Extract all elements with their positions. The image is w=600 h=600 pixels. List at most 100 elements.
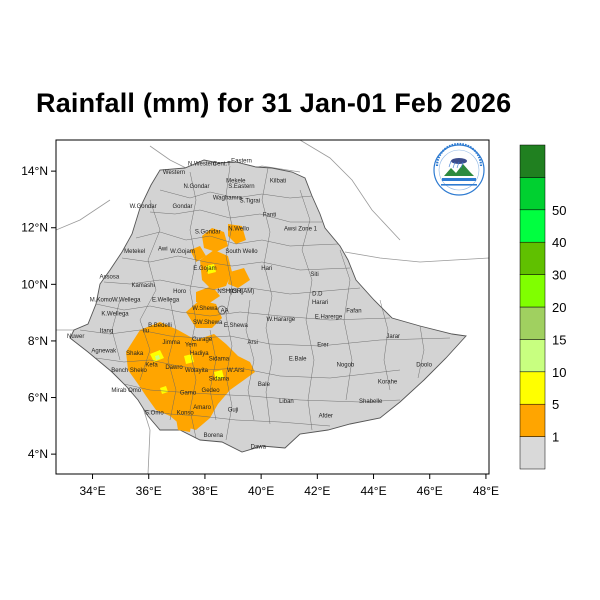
colorbar-label: 1 [552, 430, 559, 445]
region-label: Jimma [162, 340, 180, 346]
region-label: W.Gojam [170, 249, 195, 255]
region-label: Erer [317, 343, 328, 349]
x-tick-label: 36°E [136, 484, 162, 498]
border-red-sea-coast [299, 140, 401, 241]
region-label: South Wello [225, 249, 258, 255]
region-label: Eastern [231, 159, 252, 165]
region-label: Shaka [126, 351, 144, 357]
region-label: N.Western [188, 161, 216, 167]
y-tick-label: 4°N [28, 447, 48, 461]
region-label: Harari [312, 300, 328, 306]
rainfall-band-1-5 [126, 224, 255, 432]
region-label: Nuwer [67, 334, 84, 340]
region-label: Afder [319, 413, 333, 419]
region-label: Cent.T [213, 161, 231, 167]
region-label: Hari [261, 266, 272, 272]
colorbar-swatch [519, 306, 546, 340]
region-label: Metekel [124, 249, 145, 255]
region-label: Yem [185, 343, 197, 349]
y-tick-label: 14°N [21, 164, 48, 178]
region-label: W.Wellega [112, 297, 141, 303]
region-label: Kilbati [270, 178, 286, 184]
colorbar-label: 15 [552, 332, 566, 347]
region-label: M.Komo [90, 297, 113, 303]
border-sudan [56, 199, 111, 231]
region-label: Horo [173, 289, 187, 295]
region-label: Mirab Omo [111, 388, 141, 394]
region-label: Ilu [143, 328, 149, 334]
colorbar-swatch [519, 144, 546, 178]
region-label: B.Bedelli [148, 323, 172, 329]
region-label: Arsi [248, 340, 258, 346]
region-label: Bench Sheko [111, 368, 147, 374]
region-label: Gedeo [202, 388, 221, 394]
region-label: Doolo [416, 362, 432, 368]
y-tick-label: 8°N [28, 334, 48, 348]
x-tick-label: 48°E [473, 484, 499, 498]
ethiopian-meteorology-institute-logo [433, 142, 485, 196]
colorbar-swatch [519, 241, 546, 275]
map-title: Rainfall (mm) for 31 Jan-01 Feb 2026 [36, 88, 512, 118]
region-label: Borena [204, 433, 224, 439]
region-label: Amaro [193, 405, 211, 411]
region-label: Western [163, 170, 185, 176]
colorbar-swatch [519, 371, 546, 405]
region-label: Jarar [386, 334, 400, 340]
region-label: Gondar [172, 204, 192, 210]
region-label: W.Arsi [227, 368, 244, 374]
colorbar-label: 20 [552, 300, 566, 315]
x-tick-label: 42°E [304, 484, 330, 498]
addis-ababa-marker [217, 305, 227, 315]
region-label: Liban [279, 399, 294, 405]
region-label: Awi [158, 246, 168, 252]
colorbar-label: 30 [552, 268, 566, 283]
region-label: Assosa [100, 275, 120, 281]
region-label: Kefa [145, 362, 158, 368]
colorbar-swatch [519, 209, 546, 243]
region-label: E.Harerge [315, 314, 343, 320]
region-label: W.Gondar [130, 204, 157, 210]
region-label: W.Hararge [266, 317, 295, 323]
region-label: S.Eastern [228, 184, 254, 190]
region-label: Bale [258, 382, 271, 388]
region-label: E.Bale [289, 357, 307, 363]
region-label: AA [221, 309, 229, 315]
colorbar-swatch [519, 274, 546, 308]
colorbar-label: 50 [552, 203, 566, 218]
region-label: NSH(OR) [217, 289, 243, 295]
y-tick-label: 10°N [21, 277, 48, 291]
region-label: Dawa [251, 444, 267, 450]
region-label: S.Tigrai [240, 198, 260, 204]
region-label: K.Wellega [101, 311, 129, 317]
region-label: SW.Shewa [193, 320, 223, 326]
region-label: Gurage [192, 337, 213, 343]
region-label: Hadiya [190, 351, 209, 357]
x-tick-label: 38°E [192, 484, 218, 498]
region-label: S.Gondar [195, 229, 221, 235]
region-label: Korahe [378, 379, 398, 385]
colorbar-swatch [519, 177, 546, 211]
region-label: W.Shewa [192, 306, 218, 312]
region-label: Agnewak [91, 348, 117, 354]
region-label: Waghamra [213, 195, 243, 201]
region-label: Fafan [346, 309, 361, 315]
region-label: Dawro [165, 365, 183, 371]
region-label: Wolayita [185, 368, 209, 374]
colorbar-label: 40 [552, 235, 566, 250]
region-label: Sidama [209, 357, 230, 363]
region-label: Shabelle [359, 399, 383, 405]
region-label: N.Gondar [183, 184, 209, 190]
x-tick-label: 34°E [79, 484, 105, 498]
map-frame [55, 139, 490, 475]
region-label: Mekele [226, 178, 246, 184]
x-tick-label: 46°E [417, 484, 443, 498]
y-tick-label: 12°N [21, 221, 48, 235]
region-label: Nogob [337, 362, 355, 368]
colorbar-swatch [519, 436, 546, 470]
region-label: S.Omo [145, 411, 164, 417]
region-label: N.Wello [228, 227, 250, 233]
